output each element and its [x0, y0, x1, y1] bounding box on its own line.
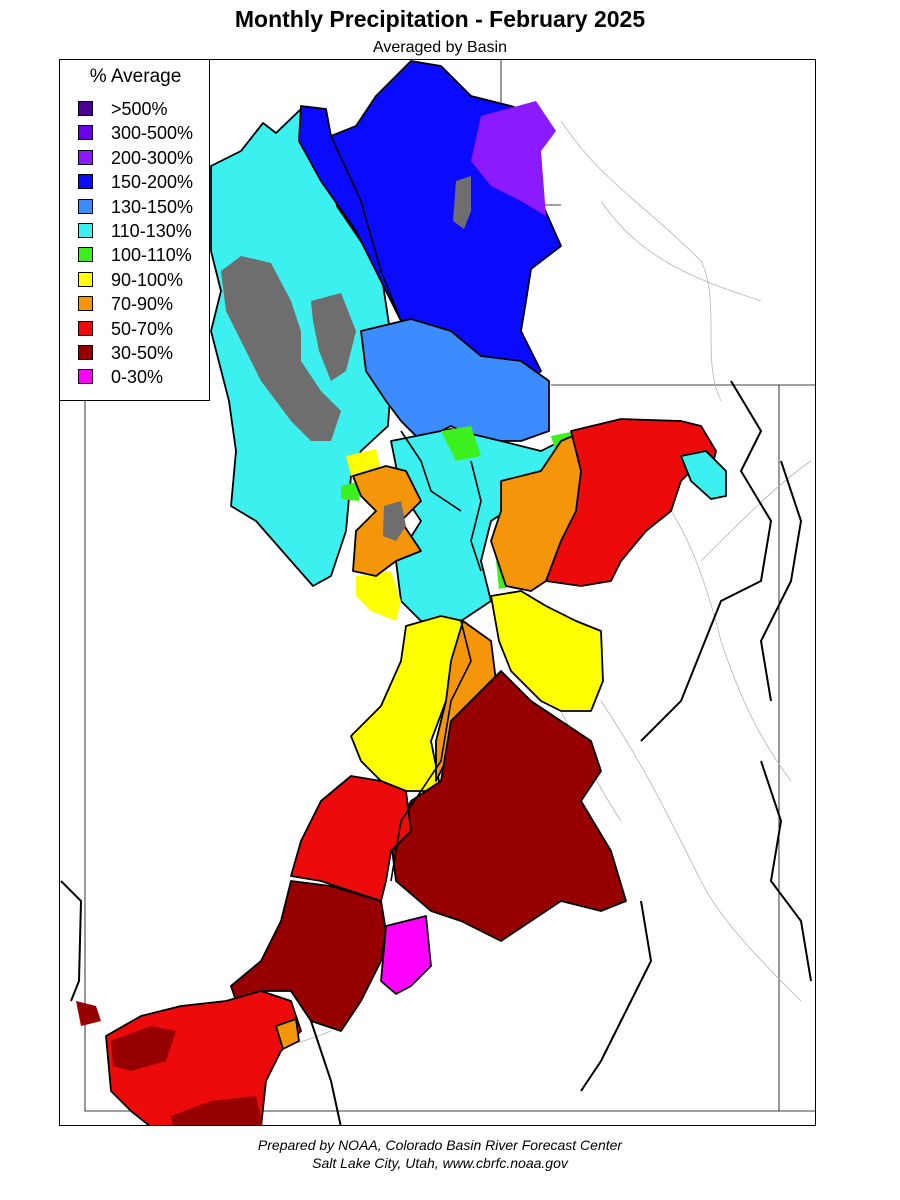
- basin-cyan-east: [680, 450, 727, 500]
- legend-label: 30-50%: [111, 343, 174, 363]
- legend-label: 90-100%: [111, 269, 184, 290]
- basin-purple-ne: [471, 101, 556, 216]
- legend-swatch: [78, 223, 93, 238]
- basin-orange-small: [275, 1018, 300, 1050]
- legend-label: 110-130%: [111, 221, 192, 241]
- legend-swatch: [78, 369, 93, 385]
- footer-credit-line: Prepared by NOAA, Colorado Basin River F…: [257, 1137, 623, 1153]
- legend-label: 0-30%: [111, 367, 164, 388]
- no-data-areas: [221, 176, 471, 541]
- basin-polygons: [76, 60, 727, 1125]
- legend-swatch: [78, 247, 93, 263]
- legend-swatch: [78, 320, 93, 336]
- legend-swatch: [78, 271, 93, 287]
- legend-label: >500%: [111, 99, 168, 119]
- basin-red-southwest: [290, 775, 412, 902]
- legend-label: 200-300%: [111, 147, 194, 168]
- legend-swatch: [78, 174, 93, 190]
- legend-swatch: [78, 345, 93, 360]
- basin-yellow-east: [490, 590, 604, 712]
- basin-darkred-farsouth: [76, 1001, 263, 1125]
- map-subtitle: Averaged by Basin: [372, 39, 507, 56]
- map-frame: [59, 59, 816, 1126]
- basin-lightblue-central: [360, 318, 550, 442]
- interior-basin-lines: [330, 135, 482, 882]
- legend-label: 70-90%: [111, 294, 174, 315]
- legend-swatch: [78, 101, 93, 116]
- basin-magenta: [380, 915, 432, 995]
- legend-label: 150-200%: [111, 172, 194, 193]
- basin-yellow-west: [346, 449, 401, 621]
- legend: % Average >500% 300-500% 200-300% 150-200% 1…: [59, 59, 210, 401]
- legend-label: 300-500%: [111, 123, 194, 144]
- legend-swatch: [78, 149, 93, 165]
- legend-swatch: [78, 125, 93, 141]
- region-lines: [60, 380, 812, 1125]
- legend-label: 100-110%: [111, 245, 192, 266]
- basin-map: [60, 60, 815, 1125]
- basin-darkred-southwest: [230, 880, 387, 1032]
- legend-swatch: [78, 198, 93, 214]
- basin-green-central: [341, 426, 581, 589]
- legend-swatch: [78, 296, 93, 312]
- legend-title: % Average: [89, 66, 182, 87]
- legend-label: 50-70%: [111, 318, 174, 339]
- basin-red-east: [545, 418, 717, 587]
- legend-label: 130-150%: [111, 196, 194, 217]
- footer-location-line: Salt Lake City, Utah, www.cbrfc.noaa.gov: [312, 1155, 568, 1171]
- basin-cyan-west: [210, 108, 394, 587]
- map-title: Monthly Precipitation - February 2025: [234, 6, 646, 32]
